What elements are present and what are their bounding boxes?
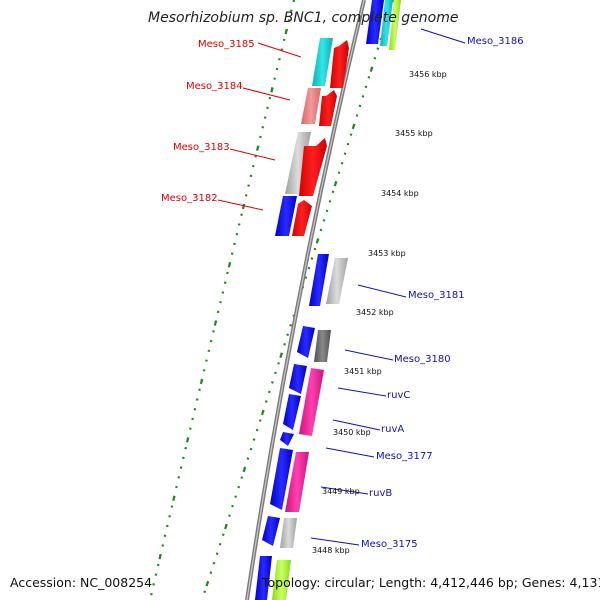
outer-tick-arc — [200, 0, 395, 600]
label-meso-3184: Meso_3184 — [186, 81, 243, 92]
backbone-highlight — [246, 0, 365, 600]
gene-meso-3186-arrow-c[interactable] — [389, 0, 401, 50]
gene-meso-3180-arrow[interactable] — [297, 326, 315, 358]
label-meso-3175: Meso_3175 — [361, 539, 418, 550]
kbp-label-3455: 3455 kbp — [395, 129, 433, 138]
label-meso-3186: Meso_3186 — [467, 36, 524, 47]
gene-meso-3177-pink-arrow[interactable] — [285, 452, 309, 512]
gene-meso-3180-gray-arrow[interactable] — [314, 330, 331, 362]
gene-ruvc-pink-arrow[interactable] — [299, 368, 324, 436]
gene-meso-3186-arrow-a[interactable] — [366, 0, 384, 44]
gene-meso-3184-arrow[interactable] — [301, 88, 321, 124]
backbone-line — [245, 0, 366, 600]
label-ruvc: ruvC — [387, 390, 410, 401]
label-ruva: ruvA — [381, 424, 404, 435]
kbp-label-3454: 3454 kbp — [381, 189, 419, 198]
inner-tick-arc — [148, 0, 296, 600]
label-ruvb: ruvB — [369, 488, 392, 499]
kbp-label-3456: 3456 kbp — [409, 70, 447, 79]
kbp-label-3450: 3450 kbp — [333, 428, 371, 437]
gene-meso-3186-arrow-b[interactable] — [380, 0, 393, 46]
gene-meso-3177-arrow[interactable] — [270, 448, 293, 510]
gene-ruva-small-arrow[interactable] — [280, 432, 294, 446]
gene-meso-3183-strand-arrow[interactable] — [299, 138, 327, 196]
gene-meso-3175-silver-arrow[interactable] — [280, 518, 297, 548]
kbp-label-3451: 3451 kbp — [344, 367, 382, 376]
reverse-leader-lines — [310, 28, 466, 546]
label-meso-3185: Meso_3185 — [198, 39, 255, 50]
topology-text: Topology: circular; Length: 4,412,446 bp… — [262, 575, 600, 590]
label-meso-3181: Meso_3181 — [408, 290, 465, 301]
gene-meso-3182-arrow[interactable] — [275, 196, 297, 236]
gene-bottom-lime-arrow[interactable] — [272, 560, 291, 600]
kbp-label-3449: 3449 kbp — [322, 487, 360, 496]
kbp-label-3452: 3452 kbp — [356, 308, 394, 317]
gene-meso-3185-strand-arrow[interactable] — [330, 40, 349, 88]
kbp-label-3448: 3448 kbp — [312, 546, 350, 555]
label-meso-3177: Meso_3177 — [376, 451, 433, 462]
accession-text: Accession: NC_008254 — [10, 575, 153, 590]
forward-leader-lines — [217, 42, 302, 211]
gene-meso-3181-silver-arrow[interactable] — [326, 258, 348, 304]
gene-ruvc-arrow[interactable] — [289, 364, 307, 394]
gene-meso-3182-strand-arrow[interactable] — [292, 200, 312, 236]
gene-meso-3175-arrow[interactable] — [262, 516, 280, 546]
kbp-label-3453: 3453 kbp — [368, 249, 406, 258]
label-meso-3183: Meso_3183 — [173, 142, 230, 153]
label-meso-3180: Meso_3180 — [394, 354, 451, 365]
gene-ruva-arrow[interactable] — [283, 394, 301, 430]
gene-meso-3181-arrow[interactable] — [309, 254, 329, 306]
gene-meso-3185-arrow[interactable] — [312, 38, 333, 86]
label-meso-3182: Meso_3182 — [161, 193, 218, 204]
gene-bottom-blue-arrow[interactable] — [255, 556, 272, 600]
gene-meso-3184-strand-arrow[interactable] — [319, 90, 337, 126]
map-title: Mesorhizobium sp. BNC1, complete genome — [148, 10, 459, 26]
